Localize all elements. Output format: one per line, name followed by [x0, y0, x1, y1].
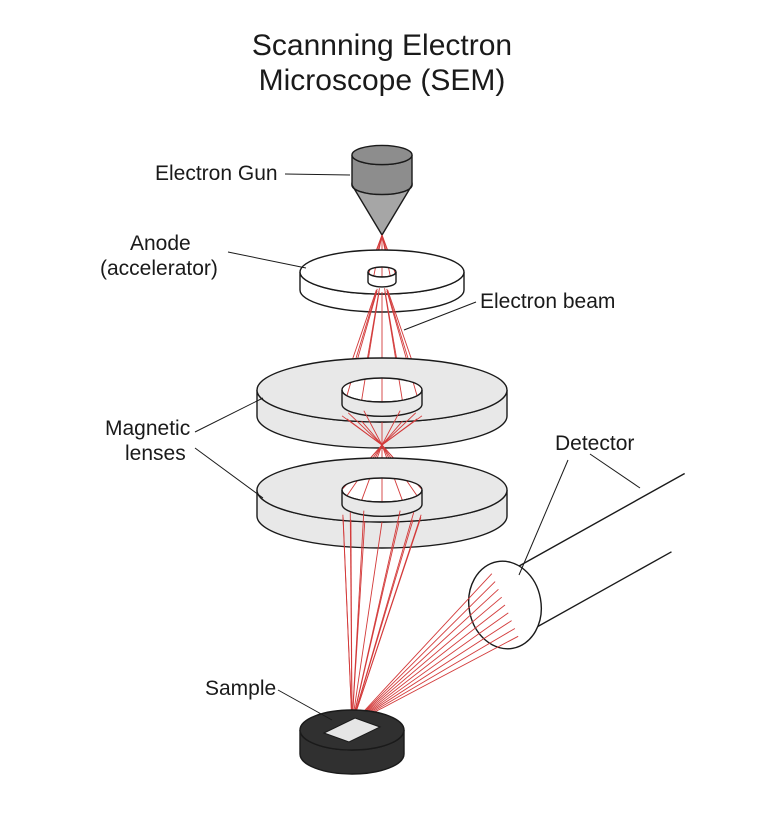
label-magnetic1: Magnetic — [105, 417, 190, 440]
title-line2: Microscope (SEM) — [259, 64, 506, 97]
label-sample: Sample — [205, 677, 276, 700]
title-line1: Scannning Electron — [252, 29, 512, 62]
label-magnetic2: lenses — [125, 442, 186, 465]
label-detector: Detector — [555, 432, 634, 455]
label-anode1: Anode — [130, 232, 191, 255]
label-electron_beam: Electron beam — [480, 290, 615, 313]
label-electron_gun: Electron Gun — [155, 162, 278, 185]
label-anode2: (accelerator) — [100, 257, 218, 280]
